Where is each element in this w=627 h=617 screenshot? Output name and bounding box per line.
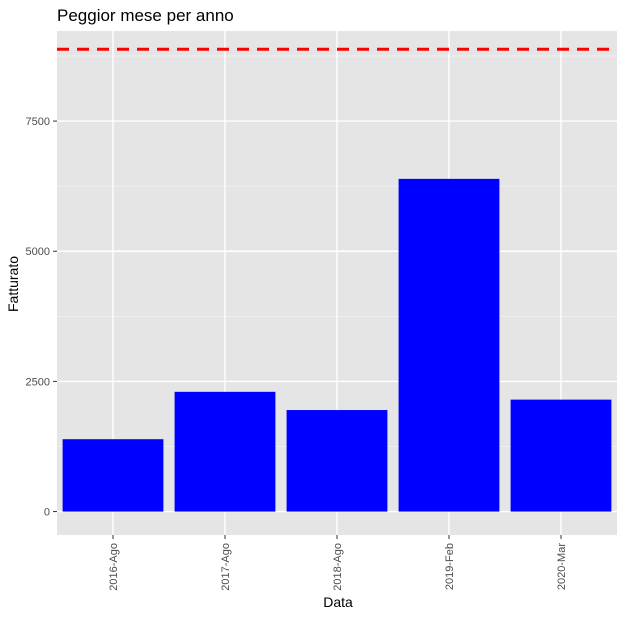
x-tick-label: 2020-Mar [556,543,568,590]
x-tick-label: 2018-Ago [332,543,344,591]
bar [62,439,164,512]
y-tick-label: 5000 [26,246,50,258]
x-tick-label: 2019-Feb [444,543,456,590]
x-axis-title: Data [323,594,353,610]
bar [510,399,612,512]
bar [286,410,388,512]
chart-title: Peggior mese per anno [57,6,234,25]
y-axis: 0 2500 5000 7500 [26,116,57,519]
x-axis: 2016-Ago 2017-Ago 2018-Ago 2019-Feb 2020-Mar [108,535,568,591]
x-tick-label: 2016-Ago [108,543,120,591]
y-tick-label: 0 [44,507,50,519]
y-axis-title: Fatturato [5,256,21,312]
y-tick-label: 2500 [26,376,50,388]
bar [174,391,276,512]
y-tick-label: 7500 [26,116,50,128]
x-tick-label: 2017-Ago [220,543,232,591]
bar [398,178,500,512]
bars [62,178,612,512]
